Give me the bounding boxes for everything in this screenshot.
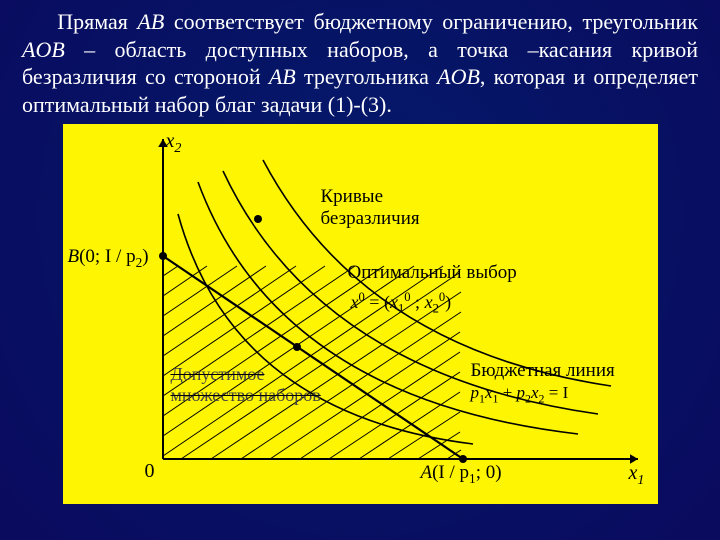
optimal-formula: x0 = (x10 ; x20) [351, 290, 452, 317]
feasible-set-label: Допустимоемножество наборов [171, 364, 321, 406]
point-A-label: A(I / p1; 0) [421, 462, 502, 487]
slide-root: Прямая AB соответствует бюджетному огран… [0, 0, 720, 540]
budget-line-label: Бюджетная линияp1x1 + p2x2 = I [471, 360, 615, 406]
slide-paragraph: Прямая AB соответствует бюджетному огран… [22, 8, 698, 118]
point-B-label: B(0; I / p2) [68, 246, 149, 271]
origin-label: 0 [145, 460, 155, 483]
optimal-choice-label: Оптимальный выбор [348, 262, 517, 284]
axis-label-x1: x1 [629, 462, 645, 489]
chart-container: x2 x1 0 B(0; I / p2) A(I / p1; 0) Кривые… [22, 124, 698, 504]
axis-label-x2: x2 [166, 130, 182, 157]
budget-diagram: x2 x1 0 B(0; I / p2) A(I / p1; 0) Кривые… [63, 124, 658, 504]
indifference-curves-label: Кривыебезразличия [321, 186, 420, 230]
